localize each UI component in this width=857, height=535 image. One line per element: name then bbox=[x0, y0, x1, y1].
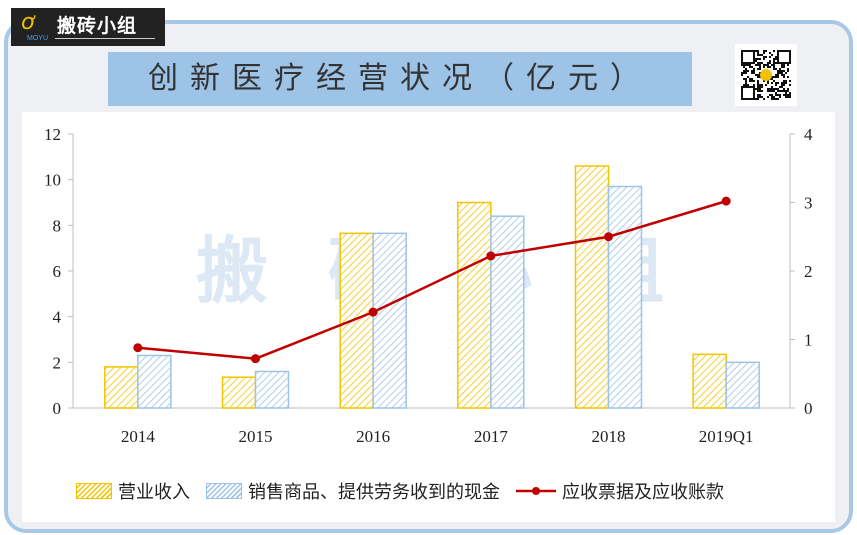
brand-logo: ơ MOYU 搬砖小组 bbox=[11, 8, 165, 46]
point-receivables bbox=[133, 343, 143, 353]
bar-revenue bbox=[339, 232, 374, 409]
qr-code bbox=[735, 44, 797, 106]
bar-cash bbox=[490, 215, 525, 409]
legend-swatch-revenue bbox=[76, 483, 112, 499]
point-receivables bbox=[251, 354, 260, 364]
bar-revenue bbox=[574, 165, 610, 409]
bar-cash bbox=[254, 370, 290, 409]
legend-label-revenue: 营业收入 bbox=[118, 482, 190, 503]
bar-revenue bbox=[692, 353, 727, 409]
line-receivables bbox=[137, 199, 727, 360]
x-tick-label: 2017 bbox=[474, 427, 509, 446]
left-tick-label: 4 bbox=[53, 308, 62, 327]
point-receivables bbox=[721, 196, 731, 206]
left-tick-label: 8 bbox=[53, 216, 62, 235]
right-tick-label: 3 bbox=[804, 194, 813, 213]
chart-title-box: 创新医疗经营状况（亿元） bbox=[108, 52, 692, 106]
bar-cash bbox=[372, 232, 407, 409]
x-tick-label: 2019Q1 bbox=[699, 427, 754, 446]
logo-divider bbox=[55, 38, 155, 39]
right-tick-label: 0 bbox=[804, 399, 813, 418]
x-tick-label: 2014 bbox=[121, 427, 156, 446]
brand-name: 搬砖小组 bbox=[57, 15, 138, 37]
point-receivables bbox=[486, 251, 496, 261]
bar-cash bbox=[725, 361, 760, 409]
logo-mark-icon: ơ bbox=[21, 10, 35, 35]
chart-title: 创新医疗经营状况（亿元） bbox=[148, 61, 652, 96]
point-receivables bbox=[604, 232, 613, 242]
right-tick-label: 1 bbox=[804, 331, 813, 350]
brand-tagline: MOYU bbox=[27, 35, 48, 42]
x-tick-label: 2015 bbox=[239, 427, 273, 446]
legend: 营业收入 销售商品、提供劳务收到的现金 应收票据及应收账款 bbox=[76, 478, 724, 504]
legend-swatch-cash bbox=[206, 483, 242, 499]
left-tick-label: 10 bbox=[44, 171, 61, 190]
left-tick-label: 0 bbox=[53, 399, 62, 418]
bar-revenue bbox=[104, 366, 139, 409]
left-tick-label: 6 bbox=[53, 262, 62, 281]
bar-cash bbox=[607, 185, 643, 409]
bar-cash bbox=[137, 354, 172, 409]
x-tick-label: 2018 bbox=[592, 427, 626, 446]
x-tick-label: 2016 bbox=[356, 427, 390, 446]
legend-swatch-receivables bbox=[516, 487, 556, 495]
left-tick-label: 12 bbox=[44, 125, 61, 144]
point-receivables bbox=[368, 307, 378, 317]
chart-panel bbox=[22, 112, 835, 522]
legend-label-cash: 销售商品、提供劳务收到的现金 bbox=[248, 482, 500, 503]
bar-revenue bbox=[221, 376, 257, 409]
bar-revenue bbox=[457, 201, 492, 409]
right-tick-label: 2 bbox=[804, 262, 813, 281]
left-tick-label: 2 bbox=[53, 353, 62, 372]
legend-label-receivables: 应收票据及应收账款 bbox=[562, 482, 724, 503]
right-tick-label: 4 bbox=[804, 125, 813, 144]
